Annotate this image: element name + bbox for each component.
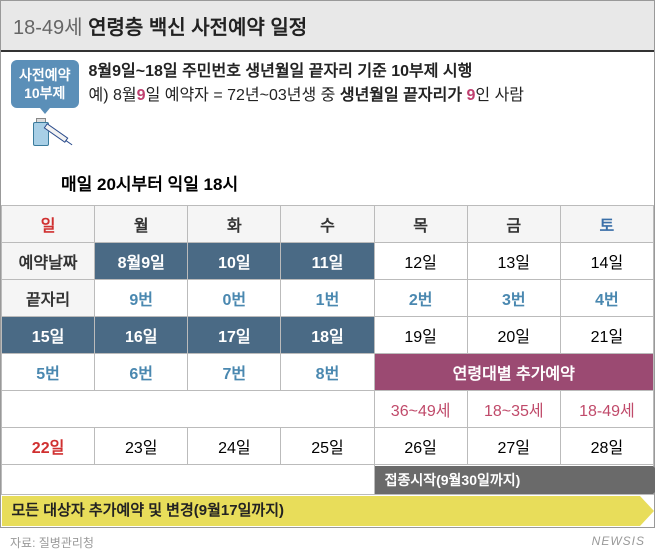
w2-date: 15일 bbox=[2, 317, 95, 354]
age-group-header: 연령대별 추가예약 bbox=[374, 354, 653, 391]
w1-date: 13일 bbox=[467, 243, 560, 280]
badge-column: 사전예약 10부제 bbox=[11, 60, 79, 158]
vaccine-icon bbox=[25, 118, 65, 158]
w3-date: 28일 bbox=[560, 428, 653, 465]
w1-date: 10일 bbox=[188, 243, 281, 280]
w3-date: 23일 bbox=[95, 428, 188, 465]
day-sun: 일 bbox=[2, 206, 95, 243]
day-fri: 금 bbox=[467, 206, 560, 243]
w3-date-sun: 22일 bbox=[2, 428, 95, 465]
empty-cell bbox=[2, 465, 375, 495]
badge-line2: 10부제 bbox=[24, 85, 65, 101]
week2-date-row: 15일 16일 17일 18일 19일 20일 21일 bbox=[2, 317, 654, 354]
desc-line2: 예) 8월9일 예약자 = 72년~03년생 중 생년월일 끝자리가 9인 사람 bbox=[89, 84, 644, 108]
w2-date: 19일 bbox=[374, 317, 467, 354]
label-last-digit: 끝자리 bbox=[2, 280, 95, 317]
week2-age-row: 36~49세 18~35세 18-49세 bbox=[2, 391, 654, 428]
footer: 자료: 질병관리청 NEWSIS bbox=[0, 528, 655, 557]
age-cell: 36~49세 bbox=[374, 391, 467, 428]
w1-digit: 1번 bbox=[281, 280, 374, 317]
label-reservation-date: 예약날짜 bbox=[2, 243, 95, 280]
intro-row: 사전예약 10부제 8월9일~18일 주민번호 생년월일 끝자리 기준 10부제… bbox=[1, 52, 654, 162]
day-thu: 목 bbox=[374, 206, 467, 243]
w2-date: 17일 bbox=[188, 317, 281, 354]
day-mon: 월 bbox=[95, 206, 188, 243]
w1-digit: 2번 bbox=[374, 280, 467, 317]
time-note: 매일 20시부터 익일 18시 bbox=[1, 162, 654, 205]
page-title: 18-49세 연령층 백신 사전예약 일정 bbox=[13, 11, 642, 40]
watermark: NEWSIS bbox=[592, 534, 645, 551]
w1-date: 12일 bbox=[374, 243, 467, 280]
week2-digit-row: 5번 6번 7번 8번 연령대별 추가예약 bbox=[2, 354, 654, 391]
w2-digit: 7번 bbox=[188, 354, 281, 391]
w1-date: 8월9일 bbox=[95, 243, 188, 280]
w1-digit: 3번 bbox=[467, 280, 560, 317]
full-reservation-row: 모든 대상자 추가예약 및 변경(9월17일까지) bbox=[2, 495, 654, 527]
w2-digit: 6번 bbox=[95, 354, 188, 391]
w1-date: 14일 bbox=[560, 243, 653, 280]
week1-date-row: 예약날짜 8월9일 10일 11일 12일 13일 14일 bbox=[2, 243, 654, 280]
header: 18-49세 연령층 백신 사전예약 일정 bbox=[1, 1, 654, 52]
title-prefix: 18-49세 bbox=[13, 17, 83, 39]
desc-line1: 8월9일~18일 주민번호 생년월일 끝자리 기준 10부제 시행 bbox=[89, 60, 644, 84]
w1-digit: 0번 bbox=[188, 280, 281, 317]
badge-line1: 사전예약 bbox=[19, 67, 71, 83]
w1-digit: 9번 bbox=[95, 280, 188, 317]
pre-reservation-badge: 사전예약 10부제 bbox=[11, 60, 79, 108]
w3-date: 27일 bbox=[467, 428, 560, 465]
w2-digit: 5번 bbox=[2, 354, 95, 391]
w1-date: 11일 bbox=[281, 243, 374, 280]
w3-date: 26일 bbox=[374, 428, 467, 465]
w2-digit: 8번 bbox=[281, 354, 374, 391]
w2-date: 21일 bbox=[560, 317, 653, 354]
age-cell: 18~35세 bbox=[467, 391, 560, 428]
day-wed: 수 bbox=[281, 206, 374, 243]
infographic-container: 18-49세 연령층 백신 사전예약 일정 사전예약 10부제 8월9일~18일… bbox=[0, 0, 655, 528]
day-header-row: 일 월 화 수 목 금 토 bbox=[2, 206, 654, 243]
vaccination-start-arrow: 접종시작(9월30일까지) bbox=[375, 466, 653, 494]
week1-digit-row: 끝자리 9번 0번 1번 2번 3번 4번 bbox=[2, 280, 654, 317]
day-sat: 토 bbox=[560, 206, 653, 243]
w2-date: 16일 bbox=[95, 317, 188, 354]
w2-date: 18일 bbox=[281, 317, 374, 354]
age-cell: 18-49세 bbox=[560, 391, 653, 428]
w3-date: 25일 bbox=[281, 428, 374, 465]
schedule-table: 일 월 화 수 목 금 토 예약날짜 8월9일 10일 11일 12일 13일 … bbox=[1, 205, 654, 527]
all-reservation-arrow: 모든 대상자 추가예약 및 변경(9월17일까지) bbox=[2, 496, 640, 526]
w2-date: 20일 bbox=[467, 317, 560, 354]
source-label: 자료: 질병관리청 bbox=[10, 534, 94, 551]
title-main: 연령층 백신 사전예약 일정 bbox=[83, 17, 308, 39]
week3-date-row: 22일 23일 24일 25일 26일 27일 28일 bbox=[2, 428, 654, 465]
day-tue: 화 bbox=[188, 206, 281, 243]
empty-cell bbox=[2, 391, 375, 428]
vaccination-start-row: 접종시작(9월30일까지) bbox=[2, 465, 654, 495]
description: 8월9일~18일 주민번호 생년월일 끝자리 기준 10부제 시행 예) 8월9… bbox=[89, 60, 644, 158]
w1-digit: 4번 bbox=[560, 280, 653, 317]
w3-date: 24일 bbox=[188, 428, 281, 465]
